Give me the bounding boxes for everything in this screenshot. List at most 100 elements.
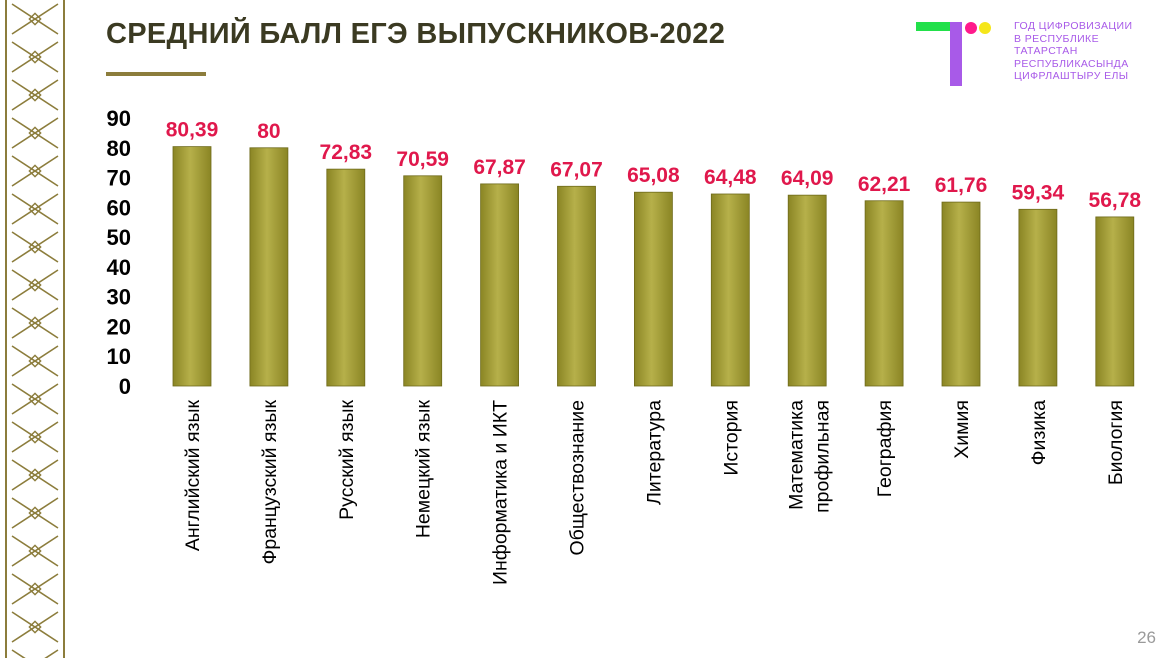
ornament-diamond (28, 430, 42, 444)
y-tick-label: 40 (107, 255, 131, 280)
logo-text-line: ЦИФРЛАШТЫРУ ЕЛЫ (1014, 70, 1129, 82)
ornament-motif (11, 436, 59, 453)
logo-text-line: РЕСПУБЛИКАСЫНДА (1014, 57, 1129, 70)
logo-text-line: ТАТАРСТАН (1014, 45, 1078, 57)
logo-pink-dot (965, 22, 977, 34)
ornament-diamond (28, 392, 42, 406)
decorative-ornament-border (5, 0, 65, 658)
ornament-motif (11, 56, 59, 73)
bar (557, 185, 596, 387)
bar (634, 191, 673, 387)
ornament-motif (11, 512, 59, 529)
ornament-motif (11, 550, 59, 567)
bars (172, 146, 1135, 387)
ornament-diamond (28, 202, 42, 216)
ornament-motif (11, 284, 59, 301)
ornament-motif (11, 360, 59, 377)
ornament-diamond (28, 12, 42, 26)
data-label: 65,08 (627, 164, 680, 187)
x-category-label: Французский язык (259, 400, 281, 565)
bar (864, 200, 904, 387)
ornament-motif (11, 649, 59, 658)
data-label: 67,07 (550, 158, 603, 181)
ornament-diamond (28, 582, 42, 596)
logo-yellow-dot (979, 22, 991, 34)
x-category-label: География (874, 400, 896, 497)
data-label: 80,39 (166, 119, 219, 142)
y-tick-label: 10 (107, 344, 131, 369)
x-category-label: Информатика и ИКТ (490, 400, 512, 585)
data-label: 61,76 (935, 174, 988, 197)
data-label: 64,48 (704, 166, 757, 189)
ornament-motif (11, 94, 59, 111)
ornament-diamond (28, 164, 42, 178)
ornament-diamond (28, 88, 42, 102)
bar (941, 201, 981, 387)
title-underline (106, 72, 206, 76)
y-tick-label: 0 (119, 374, 131, 399)
x-category-label: Физика (1028, 400, 1050, 466)
bar (249, 147, 289, 387)
y-tick-label: 70 (107, 166, 131, 191)
bar (1095, 216, 1135, 387)
x-category-label: Немецкий язык (413, 400, 435, 539)
x-axis-labels: Английский язык Французский язык Русский я… (182, 400, 1127, 585)
data-label: 64,09 (781, 167, 834, 190)
x-category-label: профильная (812, 400, 834, 513)
x-category-label: Биология (1105, 400, 1127, 485)
page-number: 26 (1137, 628, 1156, 647)
logo-purple-stem (950, 22, 962, 86)
ornament-diamond (28, 240, 42, 254)
data-label: 67,87 (473, 156, 526, 179)
ornament-diamond (28, 354, 42, 368)
x-category-label: Русский язык (336, 400, 358, 520)
logo-purple-top (950, 22, 962, 31)
ornament-motif (11, 588, 59, 605)
data-labels: 80,39 80 72,83 70,59 67,87 67,07 65,08 64,48 64,… (166, 119, 1142, 212)
ornament-motif (11, 626, 59, 643)
y-tick-label: 80 (107, 136, 131, 161)
y-tick-label: 20 (107, 314, 131, 339)
data-label: 59,34 (1012, 181, 1065, 204)
digitalization-year-logo-icon (916, 22, 991, 86)
ornament-motif (11, 132, 59, 149)
ornament-motif (11, 398, 59, 415)
ornament-motif (11, 246, 59, 263)
ornament-diamond (28, 620, 42, 634)
slide-title: СРЕДНИЙ БАЛЛ ЕГЭ ВЫПУСКНИКОВ-2022 (106, 18, 726, 50)
logo-text-line: В РЕСПУБЛИКЕ (1014, 32, 1099, 45)
ornament-diamond (28, 468, 42, 482)
x-category-label: Литература (643, 400, 665, 505)
logo-text: ГОД ЦИФРОВИЗАЦИИ В РЕСПУБЛИКЕ ТАТАРСТАН … (1014, 20, 1164, 83)
data-label: 62,21 (858, 173, 911, 196)
ornament-diamond (28, 126, 42, 140)
bar (403, 175, 443, 387)
ornament-diamond (28, 316, 42, 330)
ornament-motif (11, 322, 59, 339)
ornament-motif (11, 208, 59, 225)
ornament-motif (11, 474, 59, 491)
data-label: 56,78 (1089, 189, 1142, 212)
data-label: 80 (257, 120, 280, 143)
data-label: 70,59 (396, 148, 449, 171)
logo-text-line: ГОД ЦИФРОВИЗАЦИИ (1014, 20, 1133, 32)
ornament-motif (11, 18, 59, 35)
x-category-label: Химия (951, 400, 973, 459)
x-category-label: Математика (786, 400, 808, 510)
bar (1018, 208, 1058, 387)
ornament-diamond (28, 506, 42, 520)
bar (710, 193, 750, 387)
y-tick-label: 90 (107, 106, 131, 131)
x-category-label: Обществознание (567, 400, 589, 556)
x-category-label: История (720, 400, 742, 476)
ornament-motif (11, 170, 59, 187)
x-category-label: Английский язык (182, 400, 204, 552)
bar (787, 194, 827, 387)
logo-green-bar (916, 22, 950, 31)
ornament-diamond (28, 544, 42, 558)
y-tick-label: 30 (107, 285, 131, 310)
y-tick-label: 50 (107, 225, 131, 250)
y-tick-label: 60 (107, 195, 131, 220)
ornament-diamond (28, 50, 42, 64)
